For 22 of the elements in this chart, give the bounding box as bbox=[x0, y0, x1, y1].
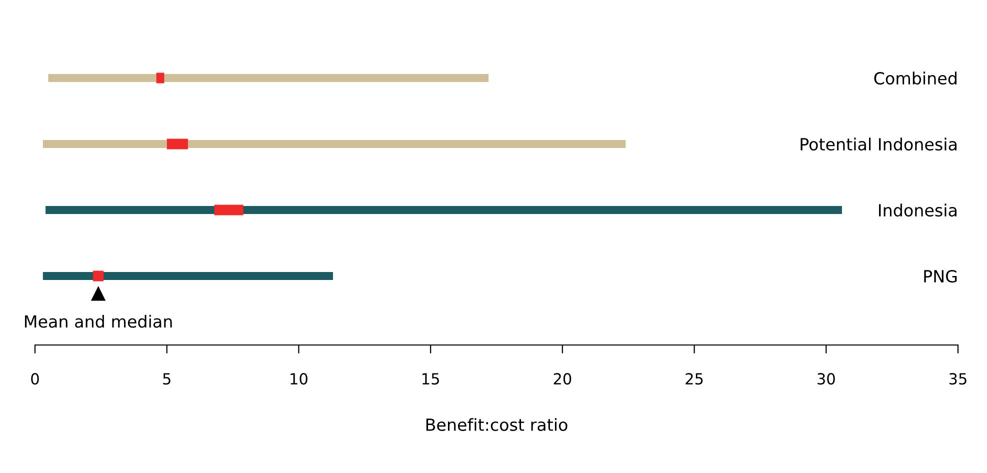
bar bbox=[156, 72, 164, 84]
x-axis-title: Benefit:cost ratio bbox=[426, 418, 568, 432]
bar bbox=[42, 140, 626, 148]
bar bbox=[214, 204, 244, 216]
bar bbox=[46, 206, 842, 214]
x-tick-label: 20 bbox=[554, 373, 572, 385]
y-tick-label: PNG bbox=[924, 270, 957, 283]
x-tick-label: 25 bbox=[686, 373, 703, 385]
text: Mean and median bbox=[25, 314, 172, 328]
x-tick-label: 10 bbox=[290, 373, 308, 385]
bar bbox=[48, 74, 489, 82]
x-tick-label: 15 bbox=[422, 373, 439, 385]
x-tick-label: 35 bbox=[949, 373, 966, 385]
bar bbox=[166, 138, 188, 150]
bar bbox=[93, 270, 104, 282]
bar bbox=[42, 272, 333, 280]
x-tick-label: 0 bbox=[31, 373, 39, 385]
y-tick-label: Combined bbox=[874, 72, 956, 85]
y-tick-label: Potential Indonesia bbox=[800, 138, 956, 151]
y-tick-label: Indonesia bbox=[879, 204, 956, 217]
x-tick-label: 30 bbox=[818, 373, 835, 385]
x-tick-label: 5 bbox=[163, 373, 170, 385]
